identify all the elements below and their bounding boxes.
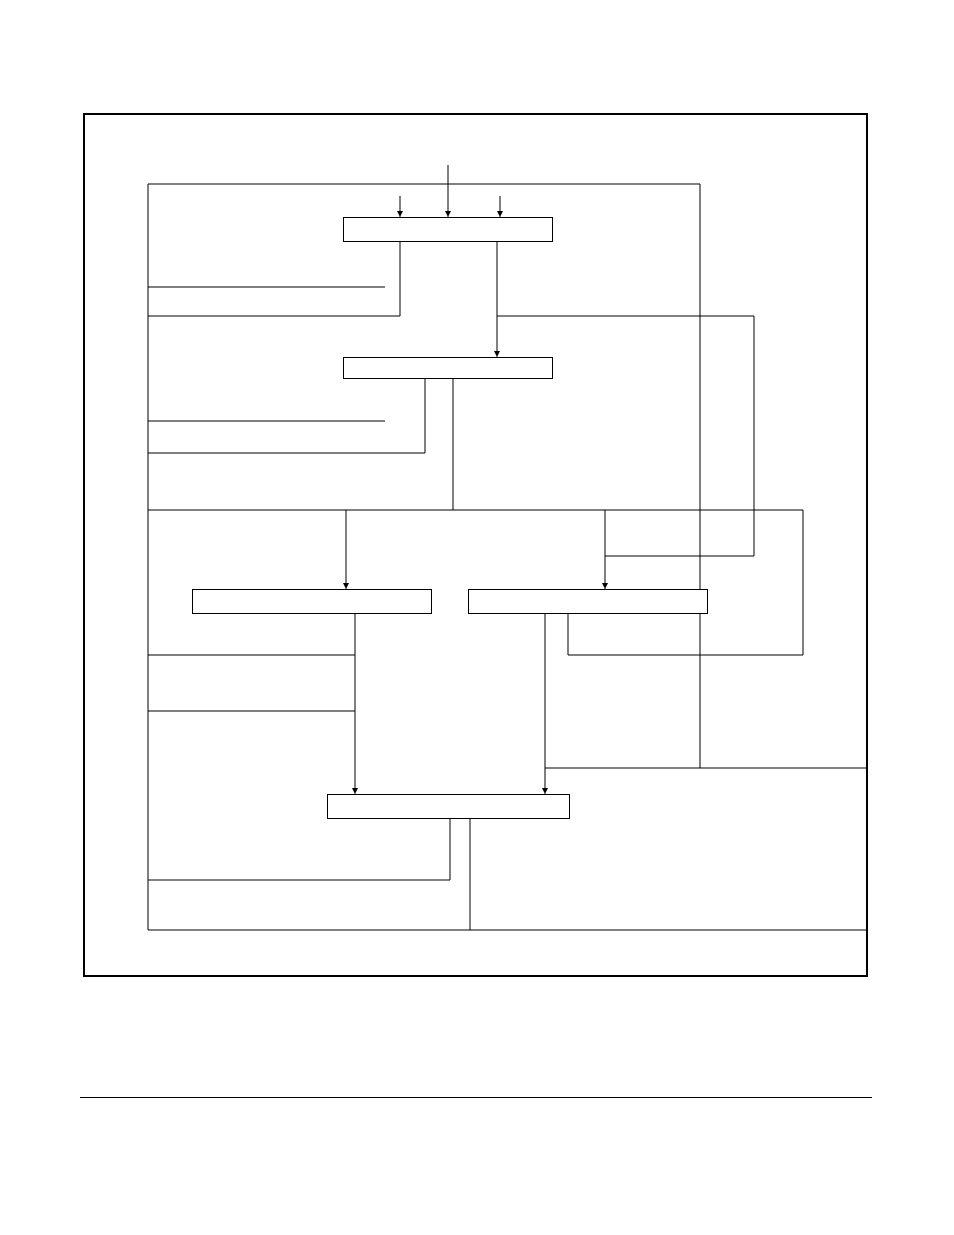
flowchart-node [343,217,553,242]
flowchart-node [343,357,553,379]
flowchart-node [468,589,708,614]
page [0,0,954,1235]
flowchart-node [192,589,432,614]
flowchart-node [327,794,570,819]
diagram-edges [0,0,954,1235]
